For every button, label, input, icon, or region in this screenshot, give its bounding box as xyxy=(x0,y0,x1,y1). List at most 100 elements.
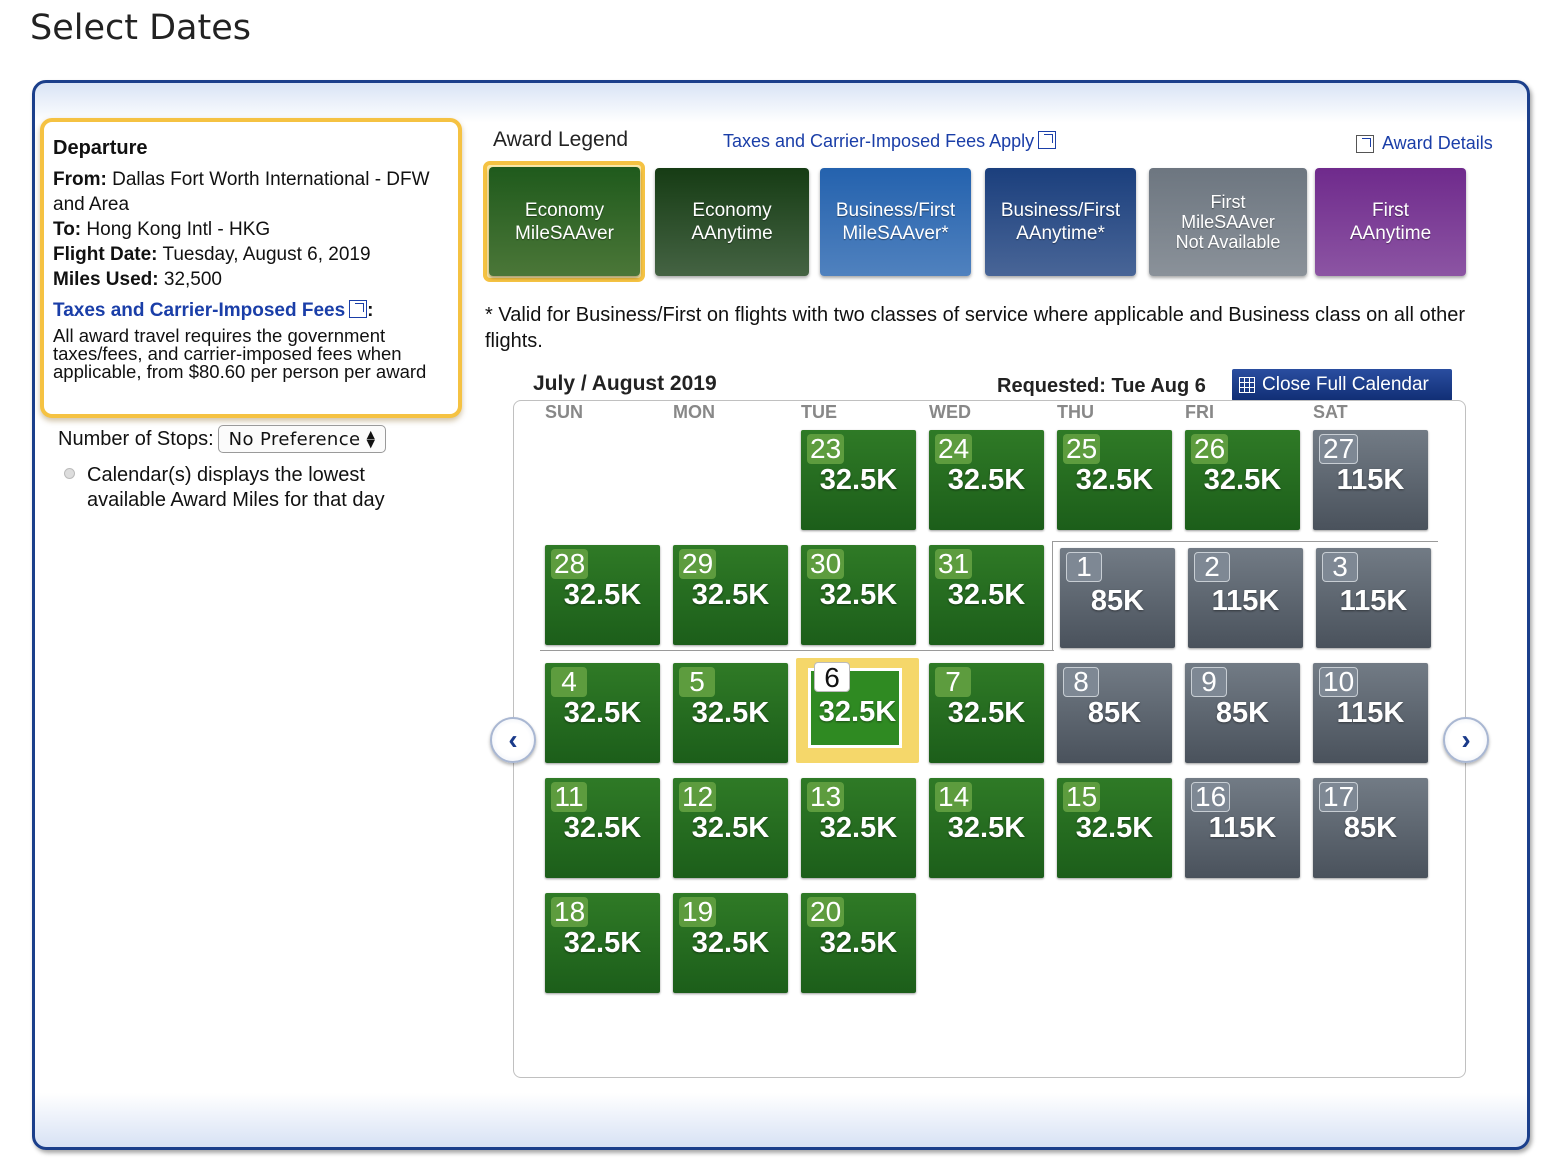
external-link-icon[interactable] xyxy=(1356,134,1374,153)
calendar-day[interactable]: 26 32.5K xyxy=(1185,430,1300,530)
calendar-day[interactable]: 11 32.5K xyxy=(545,778,660,878)
legend-item-line2: AAnytime* xyxy=(1016,223,1105,244)
prev-month-button[interactable]: ‹ xyxy=(490,717,536,763)
from-value: Dallas Fort Worth International - DFW an… xyxy=(53,169,430,215)
fees-row: Taxes and Carrier-Imposed Fees: xyxy=(53,298,458,323)
departure-from: From: Dallas Fort Worth International - … xyxy=(53,167,458,217)
day-number: 24 xyxy=(935,434,973,464)
calendar-day[interactable]: 29 32.5K xyxy=(673,545,788,645)
calendar-day[interactable]: 23 32.5K xyxy=(801,430,916,530)
day-miles: 85K xyxy=(1087,697,1142,729)
day-number: 23 xyxy=(807,434,845,464)
day-miles: 32.5K xyxy=(947,697,1026,729)
calendar-day[interactable]: 31 32.5K xyxy=(929,545,1044,645)
calendar-day[interactable]: 19 32.5K xyxy=(673,893,788,993)
calendar-day[interactable]: 30 32.5K xyxy=(801,545,916,645)
taxes-link[interactable]: Taxes and Carrier-Imposed Fees Apply xyxy=(723,131,1057,152)
day-number: 30 xyxy=(807,549,845,579)
calendar-day[interactable]: 2 115K xyxy=(1188,548,1303,648)
close-calendar-button[interactable]: Close Full Calendar xyxy=(1232,369,1452,401)
calendar-day[interactable]: 27 115K xyxy=(1313,430,1428,530)
legend-item-line2: AAnytime xyxy=(1349,223,1432,244)
calendar-day[interactable]: 17 85K xyxy=(1313,778,1428,878)
legend-footnote: * Valid for Business/First on flights wi… xyxy=(485,304,1466,352)
day-miles: 32.5K xyxy=(691,579,770,611)
day-number: 11 xyxy=(551,782,587,812)
calendar-grid-icon xyxy=(1239,377,1255,393)
day-miles: 32.5K xyxy=(1075,812,1154,844)
day-number: 31 xyxy=(935,549,973,579)
day-miles: 115K xyxy=(1208,812,1277,844)
award-details-text[interactable]: Award Details xyxy=(1382,133,1493,153)
calendar-note: Calendar(s) displays the lowest availabl… xyxy=(64,463,417,513)
external-link-icon[interactable] xyxy=(349,300,368,318)
calendar-day[interactable]: 18 32.5K xyxy=(545,893,660,993)
legend-item-line2: AAnytime xyxy=(691,223,773,244)
calendar-day[interactable]: 7 32.5K xyxy=(929,663,1044,763)
calendar-month-label: July / August 2019 xyxy=(533,372,717,395)
award-details-link[interactable]: Award Details xyxy=(1356,133,1493,154)
calendar-day[interactable]: 1 85K xyxy=(1060,548,1175,648)
legend-item-2: Economy AAnytime xyxy=(655,168,809,276)
day-number: 3 xyxy=(1322,552,1358,582)
calendar-day[interactable]: 16 115K xyxy=(1185,778,1300,878)
calendar-day[interactable]: 10 115K xyxy=(1313,663,1428,763)
day-miles: 32.5K xyxy=(819,579,898,611)
legend-item-line1: Economy xyxy=(524,199,605,221)
day-miles: 32.5K xyxy=(819,464,898,496)
calendar-day[interactable]: 6 32.5K xyxy=(796,658,919,763)
day-number: 10 xyxy=(1319,667,1359,697)
calendar-day[interactable]: 12 32.5K xyxy=(673,778,788,878)
calendar-day[interactable]: 15 32.5K xyxy=(1057,778,1172,878)
day-miles: 32.5K xyxy=(819,812,898,844)
day-number: 17 xyxy=(1319,782,1359,812)
taxes-link-text[interactable]: Taxes and Carrier-Imposed Fees Apply xyxy=(723,131,1035,151)
day-number: 7 xyxy=(935,667,971,697)
day-number: 6 xyxy=(814,662,850,693)
legend-item-line1: Economy xyxy=(692,200,772,221)
day-miles: 32.5K xyxy=(691,812,770,844)
day-miles: 32.5K xyxy=(1075,464,1154,496)
close-calendar-label: Close Full Calendar xyxy=(1262,374,1429,395)
legend-item-3: Business/First MileSAAver* xyxy=(820,168,971,276)
calendar-day[interactable]: 20 32.5K xyxy=(801,893,916,993)
legend-item-line1: Business/First xyxy=(835,200,956,221)
next-month-button[interactable]: › xyxy=(1443,717,1489,763)
calendar-day[interactable]: 9 85K xyxy=(1185,663,1300,763)
date-label: Flight Date: xyxy=(53,244,158,265)
day-miles: 32.5K xyxy=(563,812,642,844)
calendar-day[interactable]: 13 32.5K xyxy=(801,778,916,878)
day-miles: 115K xyxy=(1336,697,1405,729)
calendar-day[interactable]: 5 32.5K xyxy=(673,663,788,763)
fees-link[interactable]: Taxes and Carrier-Imposed Fees xyxy=(53,300,346,321)
calendar-day[interactable]: 3 115K xyxy=(1316,548,1431,648)
calendar-day[interactable]: 4 32.5K xyxy=(545,663,660,763)
calendar-day[interactable]: 24 32.5K xyxy=(929,430,1044,530)
month-boundary xyxy=(1052,541,1438,651)
calendar-day[interactable]: 14 32.5K xyxy=(929,778,1044,878)
day-number: 13 xyxy=(807,782,845,812)
day-number: 2 xyxy=(1194,552,1230,582)
legend-item-line1: First MileSAAver Not Available xyxy=(1175,192,1281,252)
chevron-right-icon: › xyxy=(1461,724,1471,755)
legend-item-line2: MileSAAver* xyxy=(842,223,949,244)
day-miles: 85K xyxy=(1343,812,1398,844)
day-number: 29 xyxy=(679,549,717,579)
day-number: 27 xyxy=(1319,434,1359,464)
select-arrows-icon: ▲ ▼ xyxy=(366,428,376,450)
stops-select[interactable]: No Preference ▲ ▼ xyxy=(217,425,387,453)
fees-colon: : xyxy=(367,300,374,321)
external-link-icon[interactable] xyxy=(1038,131,1057,149)
day-miles: 32.5K xyxy=(947,812,1026,844)
calendar-day[interactable]: 28 32.5K xyxy=(545,545,660,645)
month-boundary xyxy=(540,650,1054,651)
calendar-day[interactable]: 25 32.5K xyxy=(1057,430,1172,530)
day-number: 9 xyxy=(1191,667,1227,697)
calendar-day[interactable]: 8 85K xyxy=(1057,663,1172,763)
day-number: 19 xyxy=(679,897,717,927)
day-number: 16 xyxy=(1191,782,1231,812)
to-value: Hong Kong Intl - HKG xyxy=(86,219,271,240)
day-miles: 32.5K xyxy=(819,927,898,959)
day-number: 15 xyxy=(1063,782,1101,812)
weekday-sun: SUN xyxy=(545,402,584,422)
